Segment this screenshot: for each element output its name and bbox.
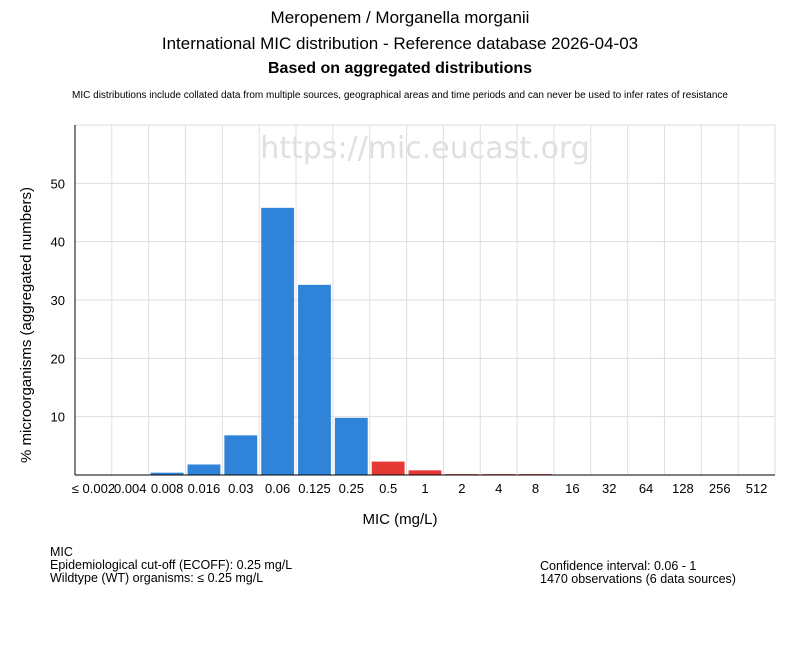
x-tick-label: 0.5 <box>379 481 397 496</box>
x-tick-label: 0.125 <box>298 481 331 496</box>
y-tick-label: 20 <box>51 351 65 366</box>
x-tick-label: 1 <box>421 481 428 496</box>
bar-0.25 <box>334 417 368 475</box>
x-tick-label: 128 <box>672 481 694 496</box>
x-tick-label: 512 <box>746 481 768 496</box>
axes <box>74 125 775 476</box>
y-tick-label: 50 <box>51 176 65 191</box>
x-tick-label: 0.008 <box>151 481 184 496</box>
wildtype-value: Wildtype (WT) organisms: ≤ 0.25 mg/L <box>50 571 264 585</box>
y-tick-label: 40 <box>51 235 65 250</box>
observation-count: 1470 observations (6 data sources) <box>540 572 736 586</box>
ecoff-info: MIC Epidemiological cut-off (ECOFF): 0.2… <box>50 546 292 585</box>
x-tick-label: 2 <box>458 481 465 496</box>
x-tick-label: 64 <box>639 481 653 496</box>
y-tick-label: 10 <box>51 410 65 425</box>
mic-label: MIC <box>50 545 73 559</box>
grid-lines <box>74 124 776 475</box>
x-tick-label: 16 <box>565 481 579 496</box>
x-tick-label: 0.25 <box>339 481 364 496</box>
y-tick-labels: 10 20 30 40 50 <box>51 176 65 424</box>
bar-series <box>150 207 552 476</box>
x-tick-label: 0.004 <box>114 481 147 496</box>
ecoff-value: Epidemiological cut-off (ECOFF): 0.25 mg… <box>50 558 293 572</box>
chart-title: Meropenem / Morganella morganii <box>270 8 530 27</box>
bar-1 <box>408 470 442 475</box>
watermark: https://mic.eucast.org <box>260 131 590 166</box>
x-tick-label: 256 <box>709 481 731 496</box>
x-tick-label: 0.03 <box>228 481 253 496</box>
bar-0.016 <box>187 464 221 475</box>
chart-basis-label: Based on aggregated distributions <box>267 60 533 77</box>
x-tick-label: 8 <box>532 481 539 496</box>
bar-0.5 <box>371 461 405 475</box>
disclaimer-note: MIC distributions include collated data … <box>72 90 728 101</box>
x-tick-label: 0.06 <box>265 481 290 496</box>
chart-subtitle: International MIC distribution - Referen… <box>161 34 639 53</box>
mic-distribution-chart: https://mic.eucast.org 10 20 30 40 50 ≤ 0.00… <box>18 124 776 528</box>
confidence-interval: Confidence interval: 0.06 - 1 <box>540 559 697 573</box>
y-tick-label: 30 <box>51 293 65 308</box>
x-tick-label: ≤ 0.002 <box>72 481 115 496</box>
bar-0.008 <box>150 472 184 475</box>
x-tick-label: 0.016 <box>188 481 221 496</box>
bar-0.06 <box>261 207 295 476</box>
x-tick-label: 4 <box>495 481 502 496</box>
bar-0.03 <box>224 435 258 475</box>
observation-info: Confidence interval: 0.06 - 1 1470 obser… <box>540 560 736 586</box>
bar-0.125 <box>298 284 331 475</box>
x-tick-label: 32 <box>602 481 616 496</box>
x-axis-label: MIC (mg/L) <box>363 511 438 528</box>
y-axis-label: % microorganisms (aggregated numbers) <box>18 187 35 463</box>
